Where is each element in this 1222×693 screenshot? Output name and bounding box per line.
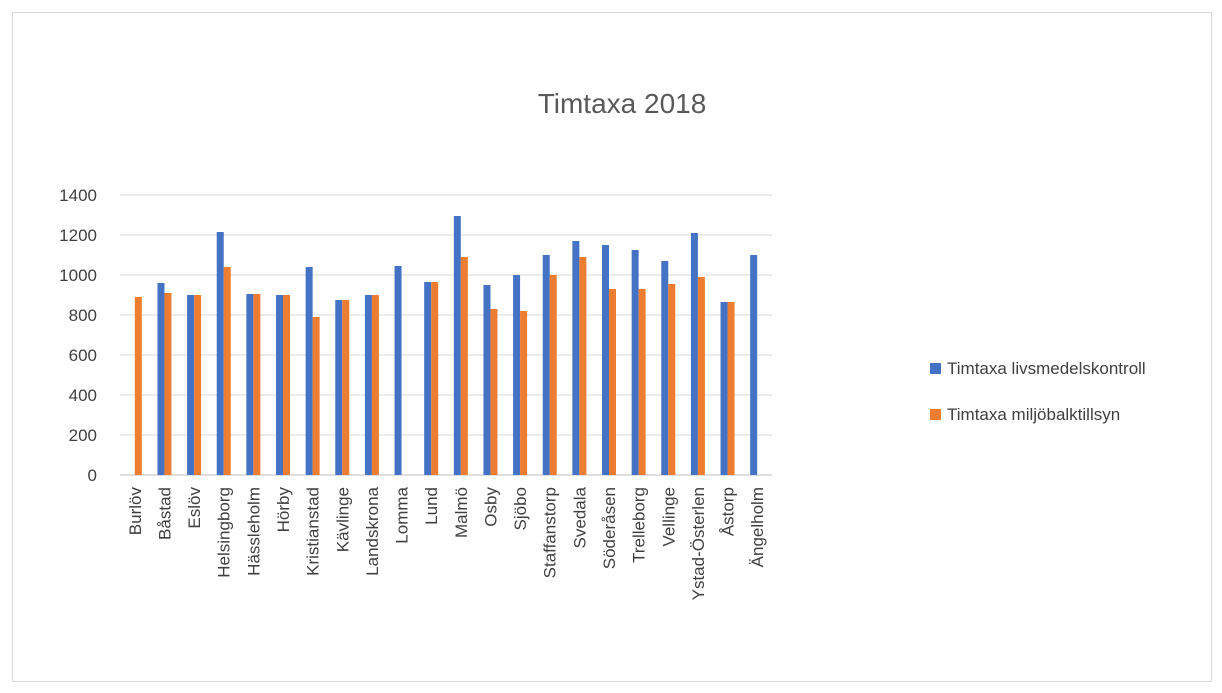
bar-miljo-14 (549, 275, 557, 475)
y-tick-label: 200 (69, 426, 97, 445)
x-category-label: Kristianstad (304, 487, 323, 576)
bar-livsmedel-11 (453, 216, 461, 475)
bars (134, 216, 758, 475)
bar-livsmedel-21 (750, 255, 758, 475)
x-category-label: Burlöv (126, 487, 145, 536)
bar-livsmedel-20 (720, 302, 728, 475)
bar-miljo-16 (609, 289, 616, 475)
y-tick-label: 0 (88, 466, 97, 485)
bar-miljo-10 (431, 282, 439, 475)
chart-title: Timtaxa 2018 (538, 88, 707, 119)
y-tick-label: 1200 (59, 226, 97, 245)
legend-swatch (930, 409, 941, 420)
x-category-label: Vellinge (659, 487, 678, 547)
bar-livsmedel-7 (335, 300, 343, 475)
legend-swatch (930, 363, 941, 374)
bar-livsmedel-17 (631, 250, 639, 475)
x-category-label: Helsingborg (215, 487, 234, 578)
y-tick-label: 1000 (59, 266, 97, 285)
bar-miljo-18 (668, 284, 676, 475)
bar-miljo-0 (134, 297, 142, 475)
bar-livsmedel-9 (394, 266, 402, 475)
bar-miljo-17 (638, 289, 646, 475)
x-category-label: Lund (422, 487, 441, 525)
bar-miljo-1 (164, 293, 172, 475)
y-tick-label: 400 (69, 386, 97, 405)
x-category-label: Hässleholm (244, 487, 263, 576)
x-category-label: Trelleborg (630, 487, 649, 563)
x-category-label: Båstad (155, 487, 174, 540)
x-category-label: Osby (481, 487, 500, 527)
x-category-label: Söderåsen (600, 487, 619, 569)
bar-livsmedel-18 (661, 261, 669, 475)
x-category-label: Kävlinge (333, 487, 352, 552)
y-tick-label: 1400 (59, 186, 97, 205)
x-category-label: Ystad-Österlen (689, 487, 708, 600)
legend: Timtaxa livsmedelskontroll Timtaxa miljöb… (930, 359, 1146, 424)
bar-miljo-12 (490, 309, 498, 475)
x-category-label: Staffanstorp (541, 487, 560, 578)
x-category-label: Hörby (274, 487, 293, 533)
x-category-label: Sjöbo (511, 487, 530, 530)
bar-miljo-2 (194, 295, 202, 475)
x-category-label: Malmö (452, 487, 471, 538)
bar-miljo-15 (579, 257, 587, 475)
legend-label: Timtaxa miljöbalktillsyn (947, 405, 1120, 424)
bar-livsmedel-13 (513, 275, 521, 475)
x-category-label: Eslöv (185, 487, 204, 529)
bar-miljo-5 (283, 295, 290, 475)
x-category-label: Lomma (393, 486, 412, 543)
bar-livsmedel-3 (216, 232, 224, 475)
x-category-label: Åstorp (719, 487, 738, 536)
x-axis-labels: Burlöv Båstad Eslöv Helsingborg Hässleholm Hö… (126, 486, 767, 600)
bar-livsmedel-15 (572, 241, 580, 475)
bar-miljo-8 (371, 295, 379, 475)
bar-livsmedel-12 (483, 285, 491, 475)
legend-label: Timtaxa livsmedelskontroll (947, 359, 1146, 378)
y-tick-label: 800 (69, 306, 97, 325)
bar-miljo-4 (253, 294, 261, 475)
bar-livsmedel-8 (364, 295, 372, 475)
bar-livsmedel-19 (690, 233, 698, 475)
bar-livsmedel-16 (602, 245, 609, 475)
bar-livsmedel-1 (157, 283, 165, 475)
bar-miljo-11 (460, 257, 468, 475)
bar-livsmedel-2 (187, 295, 195, 475)
x-category-label: Svedala (570, 486, 589, 548)
x-category-label: Landskrona (363, 486, 382, 575)
y-tick-label: 600 (69, 346, 97, 365)
bar-miljo-13 (520, 311, 528, 475)
bar-miljo-19 (697, 277, 705, 475)
bar-livsmedel-6 (305, 267, 313, 475)
bar-miljo-7 (342, 300, 350, 475)
bar-miljo-3 (223, 267, 231, 475)
bar-miljo-6 (312, 317, 320, 475)
bar-livsmedel-14 (542, 255, 550, 475)
bar-livsmedel-5 (276, 295, 283, 475)
bar-livsmedel-4 (246, 294, 254, 475)
bar-livsmedel-10 (424, 282, 432, 475)
y-axis-ticks: 0 200 400 600 800 1000 1200 1400 (59, 186, 97, 485)
x-category-label: Ängelholm (748, 487, 767, 567)
bar-miljo-20 (727, 302, 735, 475)
